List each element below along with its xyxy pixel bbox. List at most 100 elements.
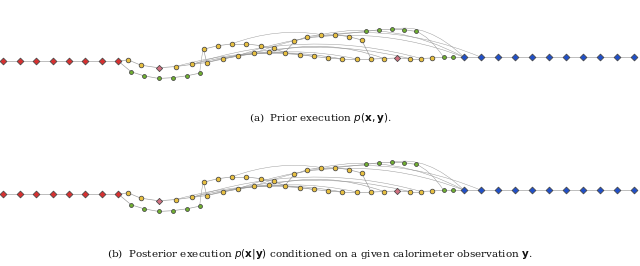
Point [64,59,74,63]
Point [168,76,178,80]
Point [459,188,469,192]
Point [280,51,290,55]
Point [543,55,554,59]
Point [294,185,305,190]
Point [64,192,74,196]
Point [241,175,252,179]
Point [411,162,421,167]
Point [356,171,367,175]
Point [352,57,362,61]
Point [249,184,259,188]
Point [81,192,91,196]
Point [113,59,124,63]
Point [337,57,348,61]
Point [323,189,333,193]
Point [31,192,41,196]
Point [249,51,259,55]
Point [97,192,107,196]
Point [404,189,415,194]
Point [595,188,605,192]
Point [387,27,397,31]
Point [15,192,25,196]
Point [493,188,503,192]
Point [139,207,149,211]
Point [218,190,228,194]
Point [126,70,136,74]
Point [168,209,178,213]
Point [628,188,639,192]
Point [543,188,554,192]
Point [256,44,266,48]
Point [182,207,192,211]
Point [387,160,397,164]
Point [416,189,426,194]
Point [227,175,237,179]
Point [195,204,205,208]
Point [154,209,164,214]
Point [509,55,520,59]
Point [123,58,133,62]
Point [366,57,376,61]
Point [302,35,312,39]
Point [356,38,367,42]
Point [154,76,164,81]
Point [366,190,376,194]
Point [212,177,223,181]
Point [379,56,389,61]
Point [330,165,340,170]
Point [399,161,410,165]
Point [198,180,209,184]
Point [269,46,279,51]
Point [182,74,192,78]
Point [344,168,354,172]
Point [0,192,8,196]
Point [198,47,209,51]
Point [404,56,415,61]
Point [411,29,421,34]
Point [202,60,212,65]
Point [578,188,588,192]
Point [264,50,274,54]
Point [233,54,243,58]
Point [289,172,300,176]
Point [31,59,41,63]
Point [374,161,384,165]
Point [136,196,146,200]
Point [171,64,181,69]
Point [15,59,25,63]
Point [171,197,181,202]
Point [374,28,384,32]
Point [316,32,326,37]
Point [154,199,164,203]
Point [0,59,8,63]
Point [561,188,571,192]
Point [527,55,537,59]
Point [427,189,437,193]
Point [337,190,348,194]
Point [218,57,228,61]
Point [97,59,107,63]
Point [527,188,537,192]
Point [416,56,426,61]
Point [361,162,371,167]
Point [280,184,290,188]
Point [47,192,58,196]
Point [448,188,458,192]
Point [227,42,237,46]
Point [241,42,252,46]
Point [233,187,243,191]
Point [308,54,319,59]
Point [47,59,58,63]
Point [438,188,449,192]
Text: (a)  Prior execution $p(\mathbf{x}, \mathbf{y})$.: (a) Prior execution $p(\mathbf{x}, \math… [248,111,392,125]
Point [476,55,486,59]
Point [308,187,319,192]
Point [476,188,486,192]
Point [612,55,622,59]
Point [392,189,402,193]
Point [399,28,410,32]
Point [427,56,437,60]
Point [578,55,588,59]
Point [595,55,605,59]
Point [212,44,223,48]
